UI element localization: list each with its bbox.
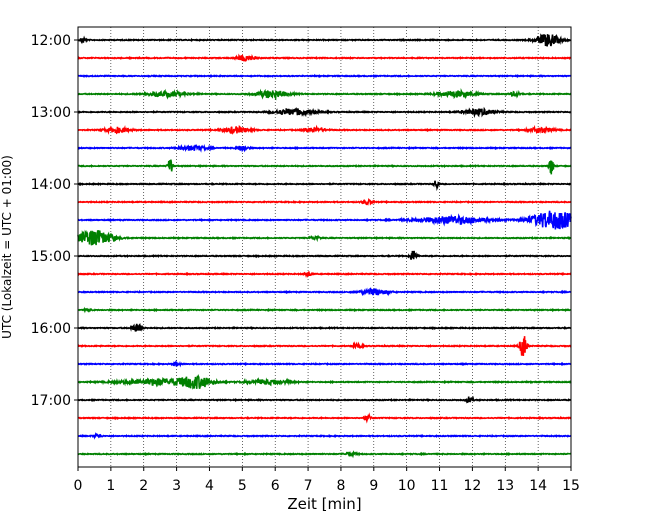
- trace-1745: [77, 450, 572, 459]
- trace-1500: [77, 250, 572, 260]
- y-tick-label: 17:00: [31, 393, 71, 409]
- trace-1330: [77, 143, 572, 153]
- trace-1400: [77, 180, 572, 192]
- trace-1630: [77, 359, 572, 368]
- x-tick-label: 3: [172, 478, 181, 494]
- y-tick-label: 14:00: [31, 177, 71, 193]
- trace-1345: [77, 159, 572, 175]
- x-axis-label: Zeit [min]: [287, 495, 361, 513]
- y-tick-label: 12:00: [31, 33, 71, 49]
- x-tick-label: 2: [139, 478, 148, 494]
- axes-layer: 0 1 2 3 4 5 6 7 8 9 10 11 12 13 14 1512:0013:0014:0015:…: [31, 33, 580, 494]
- x-tick-label: 10: [398, 478, 416, 494]
- trace-1730: [77, 431, 572, 440]
- x-tick-label: 8: [336, 478, 345, 494]
- traces-layer: [77, 33, 572, 459]
- x-tick-label: 4: [205, 478, 214, 494]
- trace-1415: [77, 197, 572, 206]
- trace-1615: [77, 336, 572, 356]
- x-tick-label: 11: [431, 478, 449, 494]
- x-tick-label: 5: [238, 478, 247, 494]
- x-tick-label: 0: [74, 478, 83, 494]
- trace-1515: [77, 271, 572, 279]
- trace-1545: [77, 306, 572, 314]
- x-tick-label: 1: [106, 478, 115, 494]
- trace-1245: [77, 87, 572, 101]
- grid-layer: [110, 27, 539, 467]
- trace-1700: [77, 395, 572, 404]
- trace-1715: [77, 412, 572, 424]
- trace-1530: [77, 287, 572, 297]
- x-tick-label: 13: [496, 478, 514, 494]
- y-tick-label: 13:00: [31, 105, 71, 121]
- trace-1230: [77, 73, 572, 79]
- trace-1200: [77, 33, 572, 47]
- trace-1645: [77, 373, 572, 390]
- trace-1215: [77, 53, 572, 62]
- x-tick-label: 7: [304, 478, 313, 494]
- x-tick-label: 9: [369, 478, 378, 494]
- x-tick-label: 12: [463, 478, 481, 494]
- trace-1430: [77, 210, 572, 230]
- x-tick-label: 15: [562, 478, 580, 494]
- trace-1315: [77, 124, 572, 135]
- x-tick-label: 14: [529, 478, 547, 494]
- y-axis-label: UTC (Lokalzeit = UTC + 01:00): [0, 155, 14, 339]
- trace-1600: [77, 322, 572, 332]
- x-tick-label: 6: [271, 478, 280, 494]
- plot-frame: [77, 26, 572, 468]
- trace-1300: [77, 106, 572, 119]
- trace-1445: [77, 229, 572, 246]
- y-tick-label: 15:00: [31, 249, 71, 265]
- y-tick-label: 16:00: [31, 321, 71, 337]
